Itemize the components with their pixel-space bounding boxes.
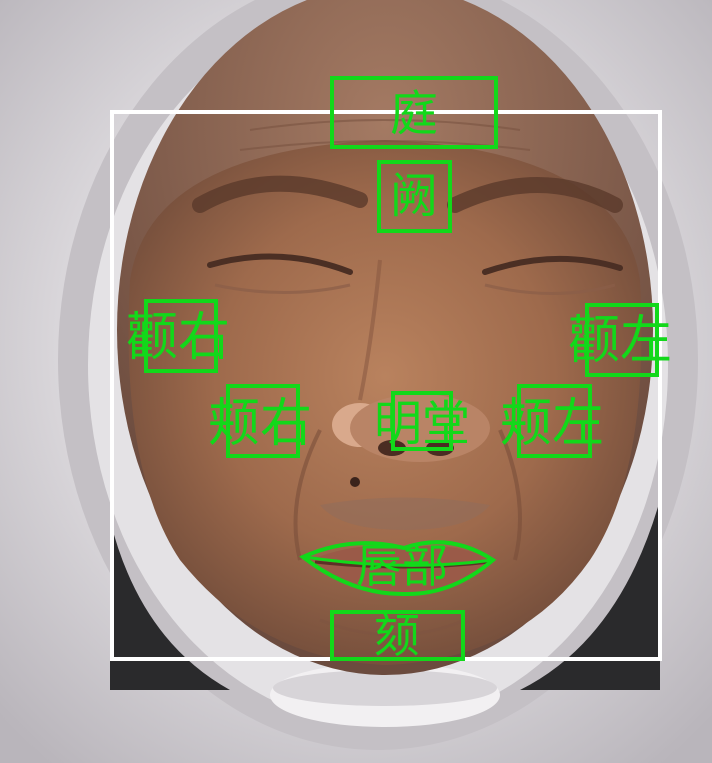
region-label-ming-tang: 明堂	[373, 396, 471, 452]
region-box-chin	[330, 610, 465, 661]
region-box-que	[377, 160, 452, 233]
region-label-jia-right: 颊右	[207, 394, 313, 454]
region-label-jia-left: 颊左	[499, 394, 605, 454]
region-box-jia-left	[517, 384, 592, 458]
region-label-que: 阙	[389, 168, 439, 224]
region-box-jia-right	[226, 384, 300, 458]
region-label-ting: 庭	[389, 86, 439, 142]
region-label-lips: 唇部	[356, 539, 448, 593]
region-box-ming-tang	[391, 391, 453, 451]
region-label-chin: 颏	[374, 609, 420, 663]
region-box-ting	[330, 76, 498, 149]
region-box-quan-left	[585, 303, 659, 377]
region-label-quan-left: 颧左	[567, 311, 673, 371]
region-label-quan-right: 颧右	[125, 308, 231, 368]
region-box-quan-right	[144, 299, 218, 373]
